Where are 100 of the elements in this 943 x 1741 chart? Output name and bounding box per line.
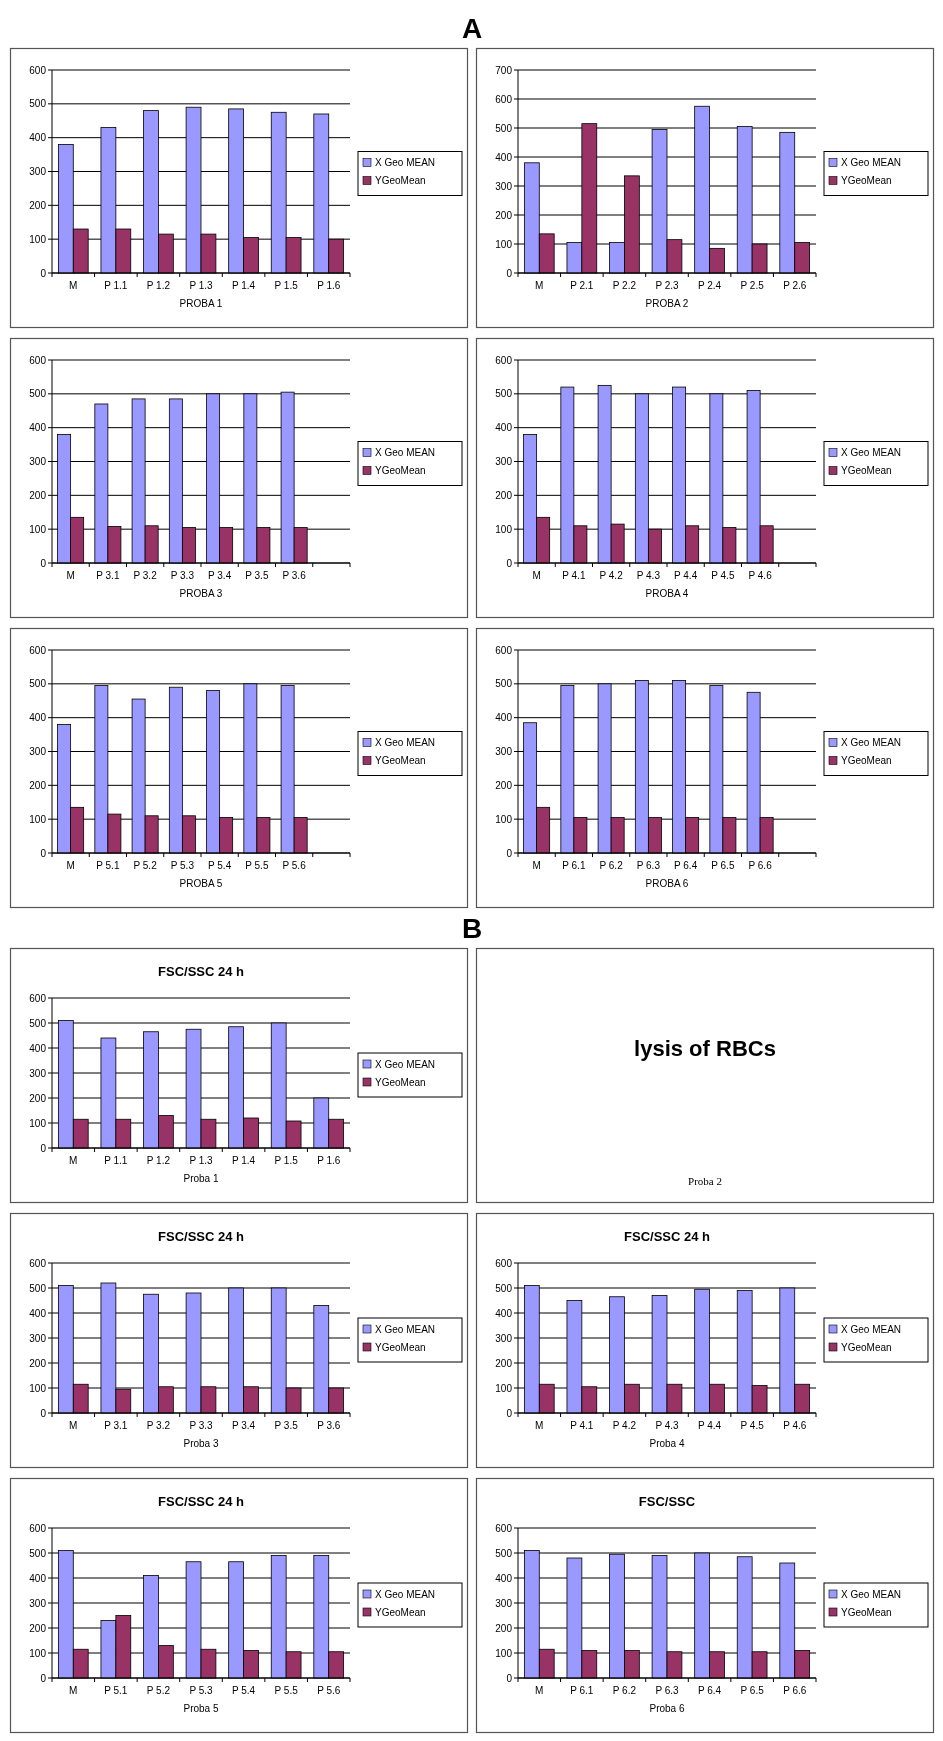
legend-label: X Geo MEAN (375, 1588, 436, 1600)
x-tick-label: P 4.6 (748, 570, 773, 581)
x-axis-title: PROBA 5 (179, 878, 223, 889)
y-tick-label: 200 (29, 1357, 47, 1369)
legend-label: X Geo MEAN (375, 157, 436, 168)
x-tick-label: P 6.2 (612, 1685, 637, 1696)
x-tick-label: P 6.5 (711, 860, 735, 871)
text: Proba 2 (688, 1175, 722, 1187)
x-tick-label: P 1.3 (189, 280, 214, 291)
legend-label: X Geo MEAN (375, 737, 436, 748)
y-tick-label: 500 (29, 1547, 47, 1559)
x-tick-label: P 4.3 (655, 1420, 680, 1431)
chart-title: FSC/SSC 24 h (158, 1494, 245, 1509)
y-tick-label: 400 (495, 1572, 513, 1584)
y-tick-label: 600 (29, 64, 47, 76)
x-tick-label: P 4.1 (570, 1420, 594, 1431)
y-tick-label: 300 (29, 166, 47, 177)
x-tick-label: P 2.5 (740, 280, 765, 291)
x-tick-label: P 4.5 (711, 570, 735, 581)
chart-title: FSC/SSC 24 h (624, 1229, 711, 1244)
y-tick-label: 400 (495, 1307, 513, 1319)
y-tick-label: 400 (29, 1042, 47, 1054)
y-tick-label: 600 (495, 1257, 513, 1269)
x-axis-title: PROBA 6 (645, 878, 689, 889)
y-tick-label: 100 (495, 238, 513, 250)
x-tick-label: M (69, 1155, 78, 1166)
chart-title: FSC/SSC 24 h (158, 1229, 245, 1244)
y-tick-label: 400 (495, 151, 513, 163)
legend-label: X Geo MEAN (375, 1323, 436, 1335)
y-tick-label: 0 (40, 557, 47, 569)
y-tick-label: 0 (506, 1407, 513, 1419)
x-tick-label: M (535, 1685, 544, 1696)
y-tick-label: 200 (495, 779, 513, 791)
y-tick-label: 600 (29, 644, 47, 656)
legend-label: YGeoMean (841, 465, 892, 476)
x-tick-label: M (535, 1420, 544, 1431)
y-tick-label: 700 (495, 64, 513, 76)
y-tick-label: 500 (495, 388, 513, 400)
x-tick-label: P 5.1 (104, 1685, 128, 1696)
x-tick-label: P 1.5 (274, 280, 299, 291)
y-tick-label: 600 (495, 1522, 513, 1534)
y-tick-label: 100 (29, 1647, 47, 1659)
x-axis-title: Proba 6 (649, 1703, 685, 1714)
legend-label: YGeoMean (841, 1606, 892, 1618)
chart-title: FSC/SSC 24 h (158, 964, 245, 979)
legend-label: YGeoMean (375, 1076, 426, 1088)
y-tick-label: 300 (29, 456, 47, 467)
legend-label: YGeoMean (841, 755, 892, 766)
y-tick-label: 500 (495, 1282, 513, 1294)
y-tick-label: 100 (495, 813, 513, 825)
y-tick-label: 0 (506, 1672, 513, 1684)
x-tick-label: P 6.4 (674, 860, 698, 871)
y-tick-label: 0 (40, 1142, 47, 1154)
y-tick-label: 500 (495, 678, 513, 690)
x-tick-label: P 4.1 (562, 570, 586, 581)
legend-label: YGeoMean (375, 1606, 426, 1618)
legend-label: X Geo MEAN (841, 157, 902, 168)
y-tick-label: 600 (29, 992, 47, 1004)
x-tick-label: M (535, 280, 544, 291)
y-tick-label: 0 (506, 557, 513, 569)
y-tick-label: 400 (495, 422, 513, 434)
x-axis-title: PROBA 1 (179, 298, 223, 309)
y-tick-label: 400 (29, 132, 47, 144)
legend-label: YGeoMean (841, 1341, 892, 1353)
x-tick-label: P 1.5 (274, 1155, 299, 1166)
x-tick-label: P 3.6 (317, 1420, 341, 1431)
y-tick-label: 200 (495, 1357, 513, 1369)
legend-label: YGeoMean (375, 175, 426, 186)
y-tick-label: 300 (495, 1332, 513, 1344)
x-tick-label: P 1.1 (104, 1155, 128, 1166)
text: A (461, 13, 483, 44)
x-tick-label: P 1.6 (317, 280, 341, 291)
y-tick-label: 0 (40, 1407, 47, 1419)
y-tick-label: 100 (29, 813, 47, 825)
y-tick-label: 0 (40, 1672, 47, 1684)
y-tick-label: 500 (29, 1017, 47, 1029)
legend-label: X Geo MEAN (841, 447, 902, 458)
x-tick-label: M (69, 1420, 78, 1431)
x-tick-label: M (69, 280, 78, 291)
x-tick-label: P 5.3 (189, 1685, 214, 1696)
x-tick-label: P 5.4 (231, 1685, 256, 1696)
x-tick-label: P 3.4 (231, 1420, 256, 1431)
x-axis-title: Proba 4 (649, 1438, 685, 1449)
legend-label: X Geo MEAN (375, 447, 436, 458)
y-tick-label: 300 (495, 180, 513, 192)
x-axis-title: Proba 1 (183, 1173, 219, 1184)
y-tick-label: 500 (29, 388, 47, 400)
legend-label: YGeoMean (375, 755, 426, 766)
x-tick-label: P 1.1 (104, 280, 128, 291)
x-tick-label: P 4.2 (599, 570, 624, 581)
y-tick-label: 100 (495, 1647, 513, 1659)
x-tick-label: P 1.2 (146, 280, 171, 291)
x-tick-label: P 3.1 (104, 1420, 128, 1431)
y-tick-label: 100 (29, 1117, 47, 1129)
x-tick-label: P 1.4 (231, 280, 256, 291)
x-tick-label: P 5.6 (282, 860, 307, 871)
y-tick-label: 0 (506, 267, 513, 279)
x-axis-title: PROBA 4 (645, 588, 689, 599)
x-tick-label: P 6.5 (740, 1685, 765, 1696)
x-tick-label: M (66, 570, 75, 581)
